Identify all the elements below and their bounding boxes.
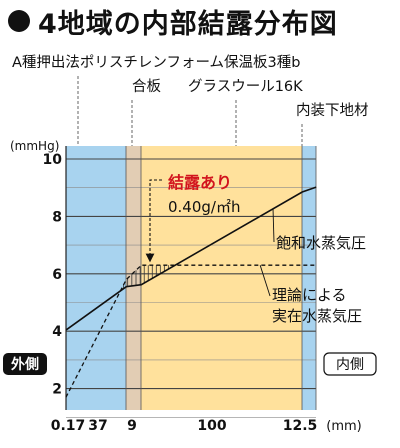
condensation-label: 結露あり <box>168 173 232 192</box>
x-tick-label: 100 <box>197 418 226 434</box>
layer-band-3 <box>141 146 302 410</box>
inside-badge <box>323 352 377 376</box>
layer-band-1 <box>66 146 126 410</box>
y-tick-label: 4 <box>52 324 62 340</box>
inside-badge-label: 内側 <box>336 357 364 373</box>
actual-series-label-line1: 理論による <box>272 286 347 304</box>
material-label-glasswool: グラスウール16K <box>188 79 303 95</box>
actual-leader <box>259 265 271 297</box>
x-tick-label: 9 <box>127 418 137 434</box>
y-tick-label: 2 <box>52 382 62 398</box>
actual-series-label-line2: 実在水蒸気圧 <box>272 307 362 325</box>
y-tick-label: 8 <box>52 209 62 225</box>
outside-badge-label: 外側 <box>11 356 39 373</box>
x-axis-unit-label: (mm) <box>326 419 361 434</box>
layer-band-4 <box>302 146 316 410</box>
material-label-polystyrene: A種押出法ポリスチレンフォーム保温板3種b <box>12 55 301 71</box>
bullet-icon <box>8 10 30 32</box>
layer-band-2 <box>126 146 141 410</box>
material-label-interior: 内装下地材 <box>296 103 369 119</box>
y-axis-unit-label: (mmHg) <box>10 139 59 153</box>
condensation-amount-label: 0.40g/㎡h <box>168 198 240 216</box>
condensation-arrow <box>145 179 162 263</box>
x-tick-label: 0.17 <box>51 418 86 434</box>
x-tick-label: 37 <box>88 418 107 434</box>
y-tick-label: 10 <box>43 152 63 168</box>
y-tick-label: 6 <box>52 267 62 283</box>
actual-vapor-pressure-line <box>65 264 317 398</box>
chart-title: 4地域の内部結露分布図 <box>8 4 338 40</box>
chart-title-text: 4地域の内部結露分布図 <box>38 8 338 40</box>
x-tick-label: 12.5 <box>283 418 318 434</box>
saturation-series-label: 飽和水蒸気圧 <box>276 234 366 252</box>
outside-badge <box>3 353 47 375</box>
saturation-leader <box>272 208 275 243</box>
saturation-vapor-pressure-line <box>65 186 317 331</box>
material-label-plywood: 合板 <box>132 79 161 95</box>
